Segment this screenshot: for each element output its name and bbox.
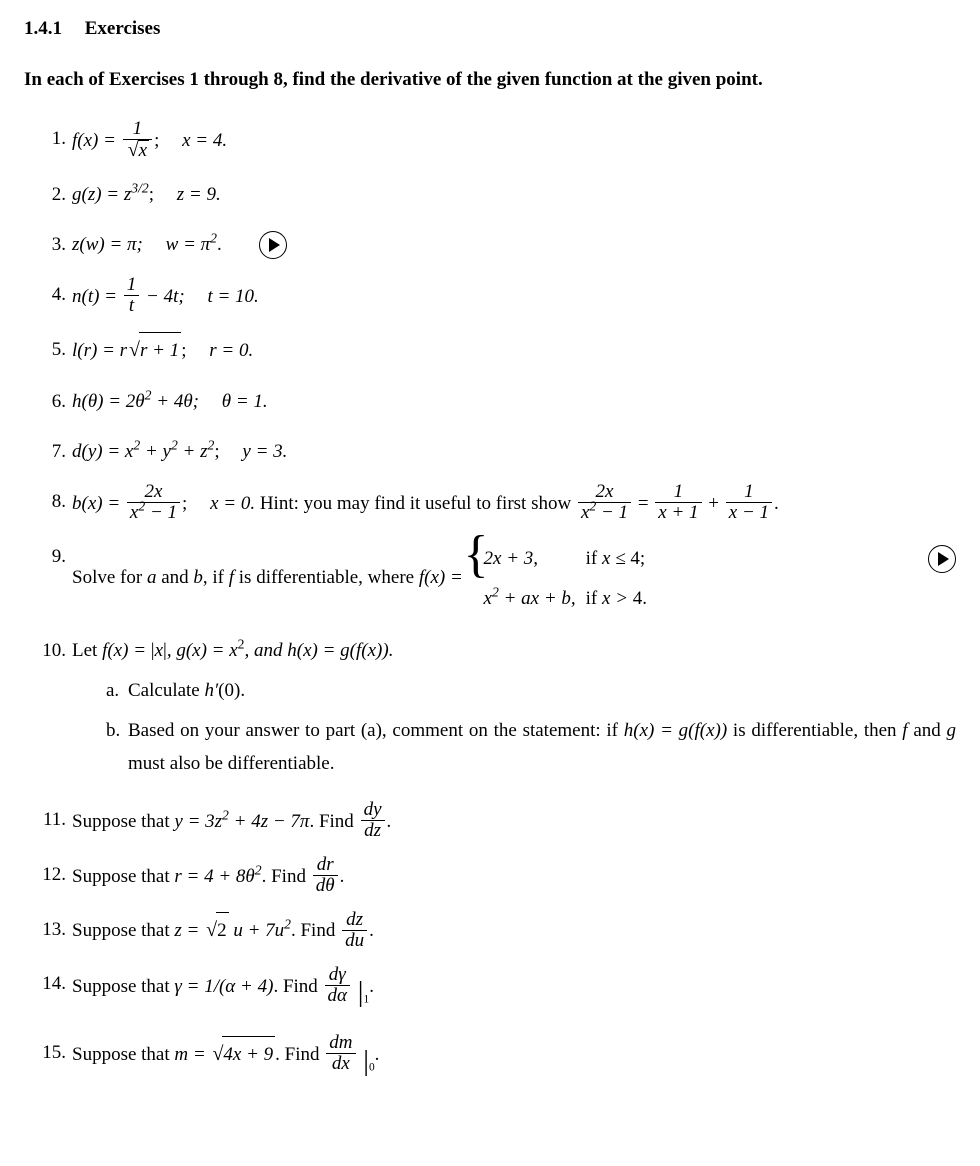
exercise-14: 14. Suppose that γ = 1/(α + 4). Find dγd… — [46, 966, 956, 1020]
play-icon[interactable] — [259, 231, 287, 259]
exercise-body: Suppose that γ = 1/(α + 4). Find dγdα |1… — [72, 976, 374, 997]
exercise-1: 1. f(x) = 1x; x = 4. — [46, 121, 956, 163]
exercise-body: n(t) = 1t − 4t; t = 10. — [72, 286, 259, 307]
exercise-list: 1. f(x) = 1x; x = 4. 2. g(z) = z3/2; z =… — [24, 121, 956, 1089]
item-number: 3. — [40, 227, 66, 263]
item-number: 1. — [40, 121, 66, 157]
exercise-body: Suppose that r = 4 + 8θ2. Find drdθ. — [72, 866, 344, 887]
exercise-10a: a. Calculate h′(0). — [106, 675, 956, 707]
play-icon[interactable] — [928, 545, 956, 573]
item-number: 2. — [40, 177, 66, 213]
item-number: 15. — [40, 1035, 66, 1071]
item-number: 12. — [40, 857, 66, 893]
sub-list: a. Calculate h′(0). b. Based on your ans… — [72, 675, 956, 780]
exercise-10b: b. Based on your answer to part (a), com… — [106, 715, 956, 780]
exercise-6: 6. h(θ) = 2θ2 + 4θ; θ = 1. — [46, 384, 956, 420]
item-number: 6. — [40, 384, 66, 420]
sub-number: a. — [106, 675, 119, 707]
exercise-instructions: In each of Exercises 1 through 8, find t… — [24, 63, 956, 97]
exercise-body: h(θ) = 2θ2 + 4θ; θ = 1. — [72, 391, 268, 412]
item-number: 11. — [40, 802, 66, 838]
exercise-body: b(x) = 2xx2 − 1; x = 0. Hint: you may fi… — [72, 493, 779, 514]
exercise-body: f(x) = 1x; x = 4. — [72, 130, 227, 151]
exercise-4: 4. n(t) = 1t − 4t; t = 10. — [46, 277, 956, 318]
exercise-13: 13. Suppose that z = 2 u + 7u2. Find dzd… — [46, 912, 956, 953]
exercise-10: 10. Let f(x) = |x|, g(x) = x2, and h(x) … — [46, 633, 956, 780]
exercise-body: g(z) = z3/2; z = 9. — [72, 184, 221, 205]
exercise-3: 3. z(w) = π; w = π2. — [46, 227, 956, 263]
item-number: 4. — [40, 277, 66, 313]
sub-body: Based on your answer to part (a), commen… — [128, 720, 956, 773]
exercise-15: 15. Suppose that m = 4x + 9. Find dmdx |… — [46, 1035, 956, 1089]
exercise-body: Suppose that y = 3z2 + 4z − 7π. Find dyd… — [72, 811, 391, 832]
item-number: 8. — [40, 484, 66, 520]
exercise-body: Suppose that m = 4x + 9. Find dmdx |0. — [72, 1044, 379, 1065]
exercise-body: l(r) = rr + 1; r = 0. — [72, 340, 253, 361]
exercise-7: 7. d(y) = x2 + y2 + z2; y = 3. — [46, 434, 956, 470]
section-number: 1.4.1 — [24, 18, 62, 39]
sub-body: Calculate h′(0). — [128, 680, 245, 701]
exercise-11: 11. Suppose that y = 3z2 + 4z − 7π. Find… — [46, 802, 956, 843]
exercise-body: z(w) = π; w = π2. — [72, 234, 227, 255]
exercise-12: 12. Suppose that r = 4 + 8θ2. Find drdθ. — [46, 857, 956, 898]
section-heading: 1.4.1 Exercises — [24, 16, 956, 43]
item-number: 5. — [40, 332, 66, 368]
exercise-2: 2. g(z) = z3/2; z = 9. — [46, 177, 956, 213]
exercise-5: 5. l(r) = rr + 1; r = 0. — [46, 332, 956, 370]
exercise-8: 8. b(x) = 2xx2 − 1; x = 0. Hint: you may… — [46, 484, 956, 525]
exercise-body: Solve for a and b, if f is differentiabl… — [72, 567, 657, 588]
item-number: 10. — [40, 633, 66, 669]
item-number: 9. — [40, 539, 66, 575]
section-title: Exercises — [85, 18, 161, 39]
piecewise-brace: 2x + 3,if x ≤ 4; x2 + ax + b,if x > 4. — [468, 539, 657, 619]
sub-number: b. — [106, 715, 120, 747]
item-number: 7. — [40, 434, 66, 470]
exercise-9: 9. Solve for a and b, if f is differenti… — [46, 539, 956, 619]
exercise-body: Suppose that z = 2 u + 7u2. Find dzdu. — [72, 920, 374, 941]
exercise-body: d(y) = x2 + y2 + z2; y = 3. — [72, 441, 287, 462]
item-number: 14. — [40, 966, 66, 1002]
item-number: 13. — [40, 912, 66, 948]
